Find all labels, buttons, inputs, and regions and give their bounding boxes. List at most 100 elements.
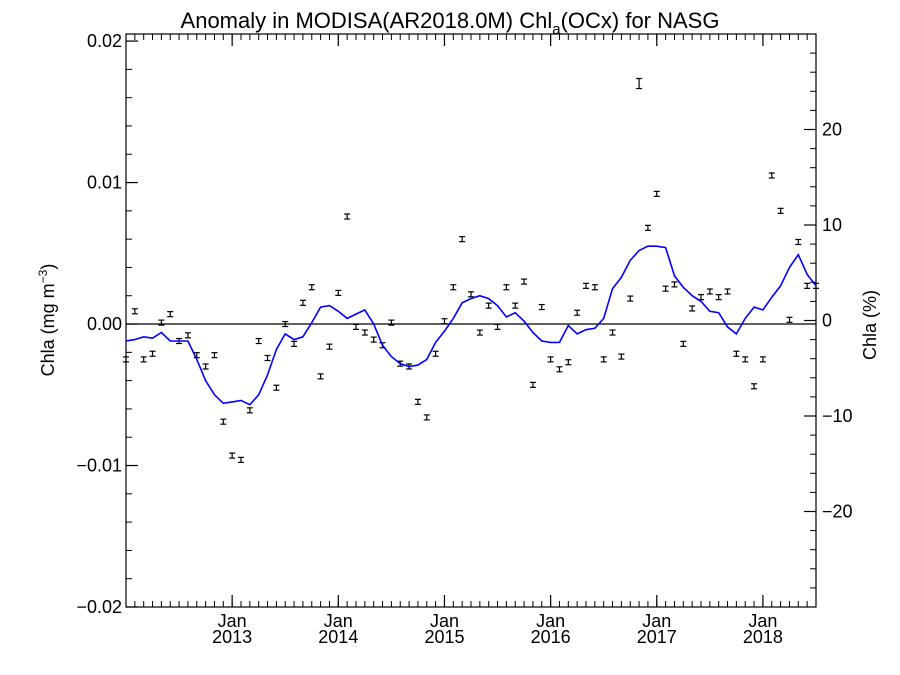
- x-tick-year: 2017: [637, 627, 677, 647]
- data-point: [786, 316, 793, 323]
- data-point: [804, 282, 811, 289]
- data-point: [220, 418, 227, 425]
- data-point: [299, 299, 306, 306]
- data-point: [680, 340, 687, 347]
- chart-title: Anomaly in MODISA(AR2018.0M) Chla(OCx) f…: [181, 8, 720, 38]
- data-point: [485, 302, 492, 309]
- data-point: [706, 288, 713, 295]
- data-point: [751, 383, 758, 390]
- data-point: [308, 284, 315, 291]
- data-point: [503, 284, 510, 291]
- data-point: [662, 285, 669, 292]
- data-point: [689, 305, 696, 312]
- data-point: [184, 332, 191, 339]
- y2-axis-label: Chla (%): [860, 290, 880, 360]
- data-point: [644, 224, 651, 231]
- data-point: [317, 373, 324, 380]
- x-tick-month: Jan: [324, 611, 353, 631]
- data-point: [733, 350, 740, 357]
- data-point: [565, 359, 572, 366]
- data-point: [131, 308, 138, 315]
- data-point: [423, 414, 430, 421]
- data-point: [432, 350, 439, 357]
- data-point: [264, 354, 271, 362]
- data-point: [795, 238, 802, 246]
- data-point: [742, 356, 749, 363]
- data-point: [255, 337, 262, 345]
- data-point: [353, 323, 359, 330]
- data-point: [724, 288, 731, 295]
- x-axis: Jan2013Jan2014Jan2015Jan2016Jan2017Jan20…: [125, 34, 817, 647]
- data-point: [600, 356, 607, 363]
- data-point: [698, 294, 704, 301]
- data-point: [591, 284, 598, 291]
- data-point: [158, 319, 165, 326]
- x-tick-month: Jan: [642, 611, 671, 631]
- y2-tick-label: −10: [822, 406, 853, 426]
- y2-tick-label: 10: [822, 215, 842, 235]
- data-point: [618, 353, 625, 360]
- x-tick-year: 2016: [531, 627, 571, 647]
- data-point: [556, 366, 563, 373]
- x-tick-year: 2013: [212, 627, 252, 647]
- y-tick-label: 0.01: [87, 173, 122, 193]
- data-point: [335, 289, 342, 297]
- data-point: [636, 77, 643, 90]
- data-point: [273, 384, 280, 391]
- data-point: [538, 303, 545, 311]
- x-tick-year: 2014: [318, 627, 358, 647]
- y-tick-label: 0.02: [87, 31, 122, 51]
- data-point: [370, 336, 377, 343]
- data-point: [140, 356, 147, 363]
- data-point: [583, 282, 589, 289]
- x-tick-month: Jan: [430, 611, 459, 631]
- y-tick-label: −0.02: [76, 597, 122, 617]
- data-point: [388, 319, 395, 326]
- data-point: [671, 281, 678, 288]
- x-tick-month: Jan: [748, 611, 777, 631]
- plot-frame: [125, 33, 817, 608]
- y2-tick-label: −20: [822, 502, 853, 522]
- x-tick-year: 2015: [424, 627, 464, 647]
- data-point: [450, 284, 457, 291]
- y-tick-label: −0.01: [76, 456, 122, 476]
- y-axis-left: 0.02 0.01 0.00 −0.01 −0.02: [76, 31, 138, 617]
- data-point: [123, 356, 129, 363]
- data-point: [459, 236, 466, 243]
- data-point: [167, 311, 174, 318]
- y-tick-label: 0.00: [87, 314, 122, 334]
- anomaly-points: [123, 77, 819, 463]
- data-point: [246, 407, 253, 414]
- data-point: [574, 309, 581, 316]
- data-point: [768, 172, 775, 179]
- data-point: [494, 323, 501, 330]
- x-tick-year: 2018: [743, 627, 783, 647]
- data-point: [202, 363, 209, 370]
- data-point: [291, 340, 298, 347]
- data-point: [627, 295, 634, 302]
- data-point: [759, 356, 766, 363]
- data-point: [229, 452, 236, 459]
- data-point: [211, 352, 218, 359]
- data-point: [529, 381, 536, 388]
- data-point: [512, 302, 519, 309]
- data-point: [609, 329, 616, 336]
- data-point: [414, 398, 421, 405]
- data-point: [521, 278, 528, 285]
- data-point: [361, 329, 368, 336]
- y2-tick-label: 20: [822, 120, 842, 140]
- data-point: [149, 350, 156, 357]
- data-point: [653, 190, 660, 197]
- data-point: [476, 329, 483, 336]
- data-point: [282, 320, 289, 328]
- y2-tick-label: 0: [822, 311, 832, 331]
- data-point: [468, 291, 474, 298]
- data-point: [547, 356, 554, 363]
- data-point: [441, 318, 448, 325]
- data-point: [326, 343, 333, 350]
- x-tick-month: Jan: [218, 611, 247, 631]
- data-point: [715, 294, 722, 301]
- y-axis-right: 20 10 0 −10 −20: [804, 33, 853, 608]
